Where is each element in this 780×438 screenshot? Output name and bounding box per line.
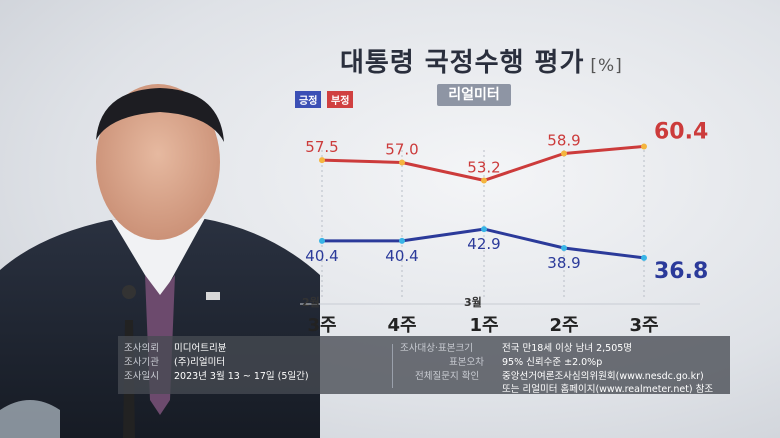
info-label: 전체질문지 확인 — [415, 371, 480, 382]
data-label: 40.4 — [385, 247, 418, 265]
x-tick-label: 3주 — [629, 315, 659, 336]
data-point — [561, 150, 567, 157]
info-value: (주)리얼미터 — [174, 357, 226, 368]
data-label: 36.8 — [654, 259, 708, 284]
data-label: 57.5 — [305, 138, 338, 156]
x-tick-label: 3주 — [307, 315, 337, 336]
data-label: 58.9 — [547, 132, 580, 150]
source-badge: 리얼미터 — [437, 84, 511, 106]
data-point — [319, 237, 325, 244]
data-point — [399, 237, 405, 244]
x-tick-label: 1주 — [469, 315, 499, 336]
month-label: 2월 — [302, 296, 320, 309]
chart-unit: [%] — [590, 56, 623, 76]
data-point — [481, 226, 487, 233]
data-label: 40.4 — [305, 247, 338, 265]
info-value: 전국 만18세 이상 남녀 2,505명 — [502, 343, 633, 354]
data-label: 38.9 — [547, 254, 580, 272]
speaker-photo — [0, 70, 320, 438]
info-label: 조사기관 — [124, 357, 159, 368]
info-divider — [392, 344, 393, 388]
info-label: 조사대상·표본크기 — [400, 343, 473, 354]
data-point — [561, 244, 567, 251]
data-point — [399, 159, 405, 166]
x-tick-label: 2주 — [549, 315, 579, 336]
info-value: 미디어트리뷴 — [174, 343, 227, 354]
chart-title-text: 대통령 국정수행 평가 — [340, 48, 585, 78]
info-value: 95% 신뢰수준 ±2.0%p — [502, 357, 603, 368]
info-label: 조사일시 — [124, 371, 159, 382]
legend-positive: 긍정 — [295, 91, 322, 108]
data-label: 53.2 — [467, 158, 500, 176]
info-value: 2023년 3월 13 ~ 17일 (5일간) — [174, 371, 309, 382]
info-value: 또는 리얼미터 홈페이지(www.realmeter.net) 참조 — [502, 384, 714, 395]
month-label: 3월 — [464, 296, 482, 309]
data-point — [319, 157, 325, 164]
x-tick-label: 4주 — [387, 315, 417, 336]
survey-info-box: 조사의뢰 미디어트리뷴 조사기관 (주)리얼미터 조사일시 2023년 3월 1… — [118, 336, 730, 395]
data-point — [641, 254, 647, 261]
data-label: 42.9 — [467, 235, 500, 253]
data-point — [481, 177, 487, 184]
info-label: 조사의뢰 — [124, 343, 159, 354]
info-label: 표본오차 — [449, 357, 484, 368]
data-label: 57.0 — [385, 141, 418, 159]
data-point — [641, 143, 647, 150]
info-value: 중앙선거여론조사심의위원회(www.nesdc.go.kr) — [502, 371, 704, 382]
data-label: 60.4 — [654, 119, 708, 144]
legend-negative: 부정 — [327, 91, 354, 108]
chart-title: 대통령 국정수행 평가 [%] — [340, 42, 623, 79]
